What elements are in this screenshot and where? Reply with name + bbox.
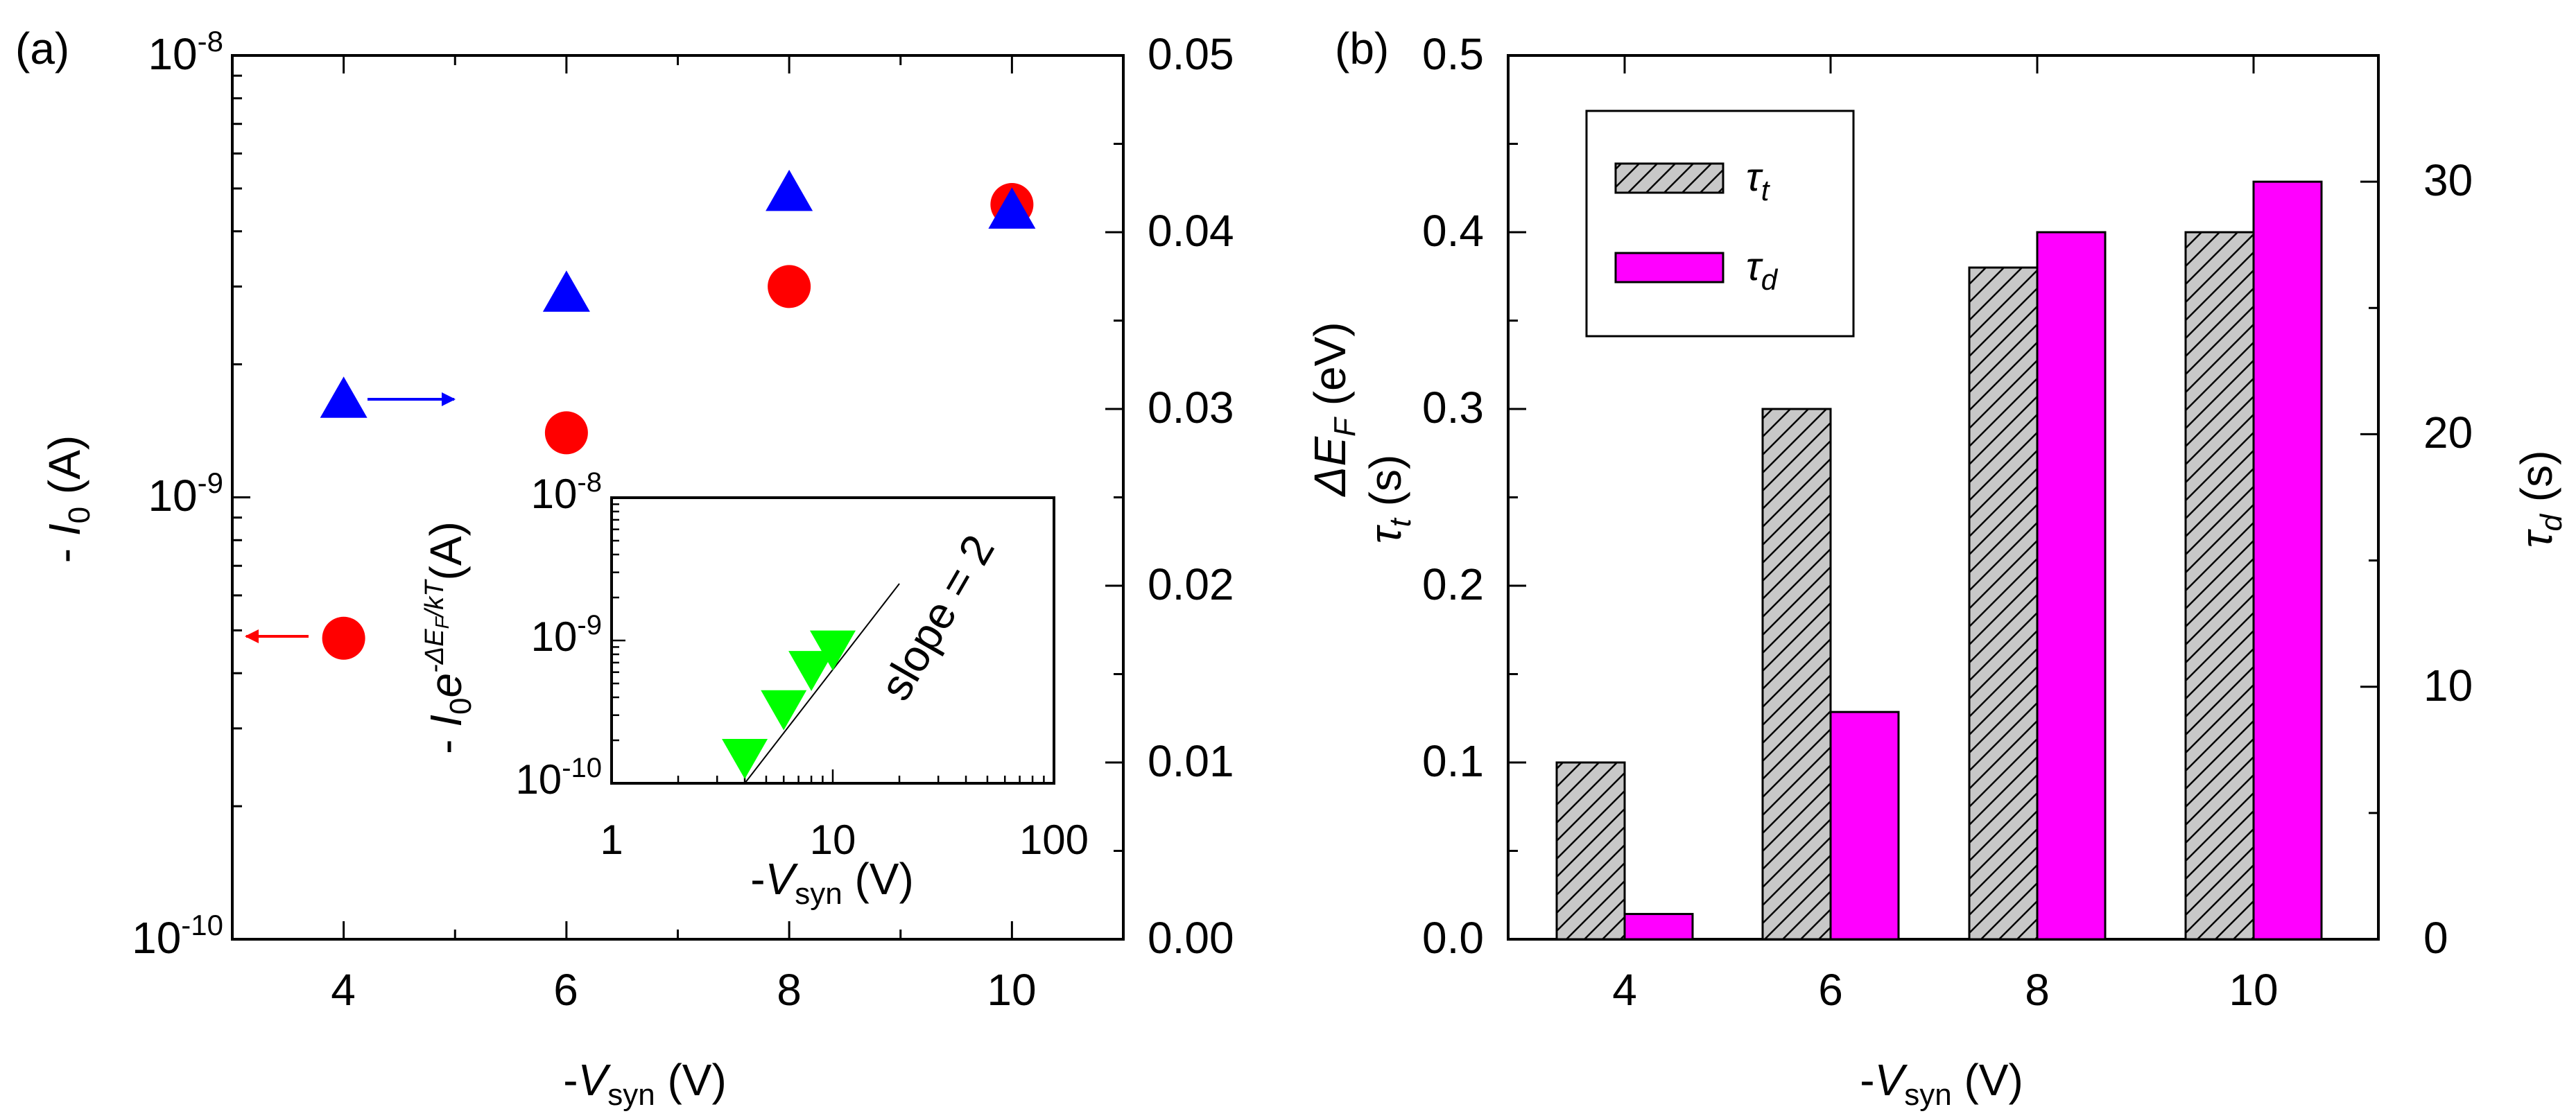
panel-b-series-tau-t	[1555, 231, 2255, 941]
panel-b-right-tick-label: 30	[2423, 155, 2473, 205]
panel-a-point-delta-ef	[542, 270, 590, 312]
panel-b-x-axis: 4 6 8 10 -Vsyn (V)	[1612, 55, 2279, 1112]
panel-b-right-tick-label: 0	[2423, 913, 2448, 963]
inset-series	[722, 630, 856, 779]
panel-a-inset: 10-8 10-9 10-10 1 10 100 -Vsyn (V) - I0e…	[420, 467, 1089, 911]
panel-b-left-tick-label: 0.3	[1422, 383, 1484, 433]
bar-tau-t	[1968, 266, 2039, 941]
panel-b-right-axis-title: τd (s)	[2512, 451, 2568, 548]
panel-a-right-tick-label: 0.05	[1148, 29, 1234, 79]
inset-point	[722, 739, 768, 779]
legend-label-tau-d: τd	[1746, 244, 1779, 296]
panel-a-right-axis: 0.05 0.04 0.03 0.02 0.01 0.00 ΔEF (eV)	[1105, 29, 1362, 963]
panel-b-series-tau-d	[1623, 180, 2323, 941]
inset-x-axis-title: -Vsyn (V)	[750, 854, 914, 911]
legend-box	[1585, 110, 1855, 338]
panel-a-left-tick-label: 10-9	[148, 467, 223, 521]
panel-b-legend: τt τd	[1585, 110, 1855, 338]
panel-a-left-axis-title: - I0 (A)	[40, 435, 96, 563]
panel-b-x-tick-label: 8	[2025, 965, 2050, 1015]
panel-a-series-delta-ef	[320, 169, 1036, 418]
panel-b-label: (b)	[1335, 24, 1389, 73]
inset-y-axis-title: - I0e-ΔEF/kT(A)	[420, 521, 478, 754]
panel-a-point-delta-ef	[988, 187, 1036, 229]
inset-y-tick-label: 10-9	[531, 610, 602, 660]
bar-tau-d	[2252, 180, 2323, 941]
inset-fit-line	[744, 583, 900, 784]
panel-b-x-axis-title: -Vsyn (V)	[1860, 1055, 2023, 1112]
panel-a: (a) 10-8 10-9 10-10 - I0 (A) 0.05 0.04 0…	[15, 24, 1362, 1112]
panel-a-right-tick-label: 0.01	[1148, 736, 1234, 786]
panel-b-right-tick-label: 20	[2423, 408, 2473, 457]
panel-a-x-axis: 4 6 8 10 -Vsyn (V)	[231, 55, 1125, 1112]
panel-a-right-tick-label: 0.04	[1148, 206, 1234, 256]
panel-b-left-axis: 0.5 0.4 0.3 0.2 0.1 0.0 τt (s)	[1360, 29, 1526, 963]
panel-a-left-tick-label: 10-10	[132, 909, 223, 963]
inset-x-tick-label: 100	[1019, 817, 1089, 863]
inset-y-tick-label: 10-8	[531, 467, 602, 517]
inset-x-tick-label: 10	[810, 817, 856, 863]
bar-tau-t	[2184, 231, 2255, 941]
panel-b-left-tick-label: 0.5	[1422, 29, 1484, 79]
panel-b-left-tick-label: 0.4	[1422, 206, 1484, 256]
panel-a-right-tick-label: 0.02	[1148, 559, 1234, 609]
bar-tau-t	[1761, 408, 1832, 941]
legend-swatch-tau-t	[1614, 162, 1724, 194]
panel-b: (b) 0.5 0.4 0.3 0.2 0.1 0.0 τt (s) 0 10 …	[1335, 24, 2568, 1112]
panel-a-right-tick-label: 0.00	[1148, 913, 1234, 963]
legend-label-tau-t: τt	[1746, 155, 1771, 207]
inset-point	[761, 690, 807, 731]
panel-a-point-i0	[544, 411, 588, 455]
panel-b-left-tick-label: 0.2	[1422, 559, 1484, 609]
panel-a-x-tick-label: 10	[987, 965, 1036, 1015]
bar-tau-d	[2036, 231, 2107, 941]
panel-a-x-axis-title: -Vsyn (V)	[563, 1055, 727, 1112]
inset-point	[788, 651, 835, 691]
panel-a-label: (a)	[15, 24, 69, 73]
panel-b-left-tick-label: 0.0	[1422, 913, 1484, 963]
panel-b-x-tick-label: 10	[2229, 965, 2278, 1015]
panel-b-right-tick-label: 10	[2423, 661, 2473, 710]
legend-swatch-tau-d	[1614, 252, 1724, 284]
panel-a-x-tick-label: 4	[331, 965, 356, 1015]
panel-b-left-axis-title: τt (s)	[1360, 455, 1417, 544]
bar-tau-t	[1555, 761, 1626, 941]
panel-b-x-tick-label: 6	[1818, 965, 1843, 1015]
bar-tau-d	[1623, 913, 1694, 941]
inset-y-tick-label: 10-10	[515, 753, 602, 803]
panel-a-point-delta-ef	[320, 376, 368, 418]
inset-x-tick-label: 1	[600, 817, 623, 863]
panel-b-x-tick-label: 4	[1612, 965, 1637, 1015]
panel-a-left-tick-label: 10-8	[148, 25, 223, 79]
bar-tau-d	[1829, 710, 1900, 941]
panel-b-left-tick-label: 0.1	[1422, 736, 1484, 786]
panel-a-x-tick-label: 8	[777, 965, 802, 1015]
panel-a-point-delta-ef	[766, 169, 813, 211]
panel-b-right-axis: 0 10 20 30 τd (s)	[2360, 54, 2568, 963]
panel-a-x-tick-label: 6	[553, 965, 578, 1015]
panel-a-point-i0	[322, 616, 365, 660]
inset-point	[810, 630, 856, 671]
panel-a-point-i0	[768, 265, 811, 308]
panel-a-right-tick-label: 0.03	[1148, 383, 1234, 433]
panel-a-left-axis: 10-8 10-9 10-10 - I0 (A)	[40, 25, 250, 963]
panel-a-right-axis-title: ΔEF (eV)	[1305, 322, 1362, 497]
